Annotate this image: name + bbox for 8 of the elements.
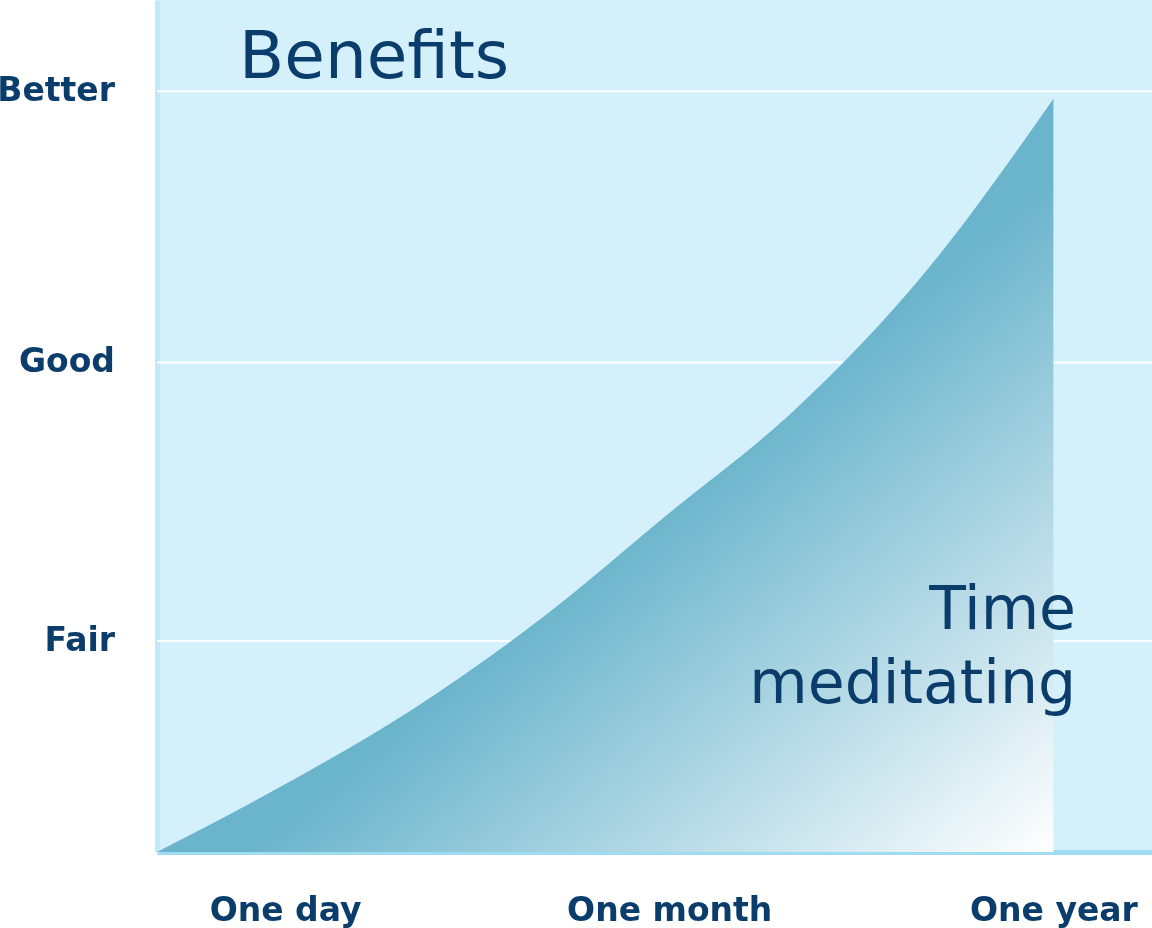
x-tick-label: One month <box>567 889 773 928</box>
ref-line-label: Better <box>0 70 116 110</box>
x-tick-label: One year <box>969 889 1139 928</box>
ref-line-label: Good <box>18 341 115 381</box>
ref-line-label: Fair <box>44 620 116 660</box>
y-axis-title: Benefits <box>239 17 510 94</box>
x-tick-label: One day <box>209 889 362 928</box>
x-axis-title: Time meditating <box>749 573 1076 717</box>
